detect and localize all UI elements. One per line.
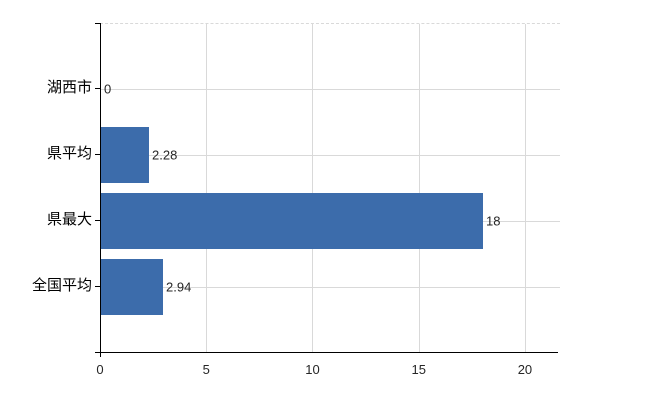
category-label: 県最大	[46, 211, 92, 228]
x-gridline	[419, 24, 420, 353]
x-tick-label: 15	[411, 362, 426, 377]
y-axis-tick	[95, 286, 100, 287]
bar-value-label: 0	[104, 81, 112, 97]
bar	[101, 259, 163, 315]
y-axis-tick	[95, 352, 100, 353]
bar-value-label: 2.28	[152, 147, 178, 163]
x-tick-label: 10	[305, 362, 320, 377]
x-tick-label: 5	[202, 362, 210, 377]
plot-area: 0 2.28 18 2.94	[100, 23, 560, 353]
x-tick-label: 20	[517, 362, 533, 377]
bar	[101, 193, 483, 249]
bar-value-label: 18	[486, 213, 501, 229]
y-axis-line	[100, 23, 101, 357]
y-gridline	[100, 287, 560, 288]
y-axis-tick	[95, 88, 100, 89]
y-axis-tick	[95, 23, 100, 24]
y-gridline	[100, 155, 560, 156]
category-label: 湖西市	[46, 79, 92, 96]
y-axis-tick	[95, 220, 100, 221]
y-gridline	[100, 89, 560, 90]
category-label: 全国平均	[31, 277, 92, 294]
x-axis-line	[95, 352, 558, 353]
x-gridline	[525, 24, 526, 353]
x-tick-label: 0	[96, 362, 104, 377]
x-gridline	[312, 24, 313, 353]
x-gridline	[206, 24, 207, 353]
y-axis-tick	[95, 154, 100, 155]
category-label: 県平均	[46, 145, 92, 162]
bar	[101, 127, 149, 183]
bar-value-label: 2.94	[166, 279, 192, 295]
